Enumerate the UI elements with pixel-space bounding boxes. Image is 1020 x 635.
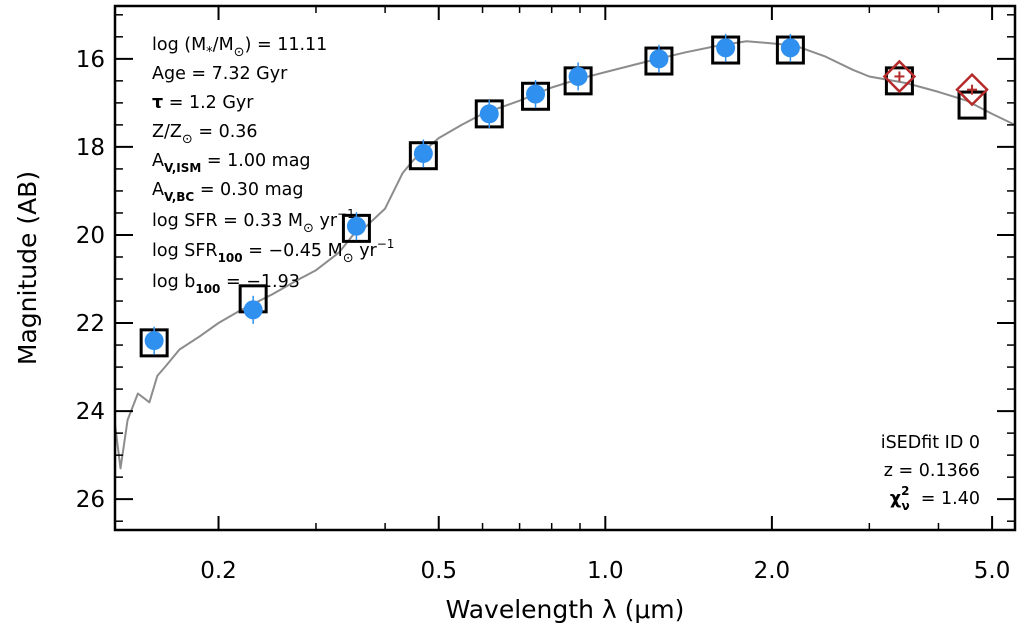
metallicity-annotation: Z/Z⊙ = 0.36 bbox=[152, 122, 258, 147]
observed-photometry-point bbox=[780, 38, 800, 58]
wise-photometry-diamond bbox=[955, 72, 989, 107]
y-axis-label: Magnitude (AB) bbox=[13, 171, 42, 365]
x-tick-label: 0.5 bbox=[420, 558, 457, 584]
fit-parameters: log (M*/M⊙) = 11.11 Age = 7.32 Gyr τ = 1… bbox=[152, 35, 394, 296]
y-tick-label: 16 bbox=[76, 47, 105, 73]
av-ism-annotation: AV,ISM = 1.00 mag bbox=[152, 151, 311, 175]
y-tick-label: 20 bbox=[76, 223, 105, 249]
x-axis-label: Wavelength λ (μm) bbox=[446, 595, 685, 624]
y-tick-label: 24 bbox=[76, 399, 105, 425]
x-tick-label: 2.0 bbox=[754, 558, 791, 584]
observed-photometry-point bbox=[243, 300, 263, 320]
photometry-points bbox=[139, 33, 989, 358]
av-bc-annotation: AV,BC = 0.30 mag bbox=[152, 180, 303, 204]
stellar-mass-annotation: log (M*/M⊙) = 11.11 bbox=[152, 35, 327, 60]
plot-frame bbox=[113, 4, 1017, 532]
observed-photometry-point bbox=[479, 104, 499, 124]
fit-info: iSEDfit ID 0 z = 0.1366 χ2 ν = 1.40 bbox=[881, 433, 980, 513]
sfr-annotation: log SFR = 0.33 M⊙ yr−1 bbox=[152, 207, 355, 236]
redshift-label: z = 0.1366 bbox=[884, 461, 980, 481]
y-tick-label: 26 bbox=[76, 487, 105, 513]
tau-annotation: τ = 1.2 Gyr bbox=[152, 93, 254, 113]
fit-id-label: iSEDfit ID 0 bbox=[881, 433, 980, 453]
observed-photometry-point bbox=[413, 144, 433, 164]
observed-photometry-point bbox=[568, 66, 588, 86]
axis-ticks: 0.2 0.5 1.0 2.0 5.0 16 18 20 22 24 26 bbox=[76, 6, 1015, 584]
sfr100-annotation: log SFR100 = −0.45 M⊙ yr−1 bbox=[152, 237, 394, 266]
observed-photometry-point bbox=[526, 84, 546, 104]
observed-photometry-point bbox=[346, 216, 366, 236]
model-photometry-square bbox=[884, 66, 914, 96]
x-tick-label: 5.0 bbox=[974, 558, 1011, 584]
observed-photometry-point bbox=[649, 49, 669, 69]
observed-photometry-point bbox=[144, 331, 164, 351]
best-fit-sed-line bbox=[114, 40, 1016, 470]
wise-photometry-diamond bbox=[882, 59, 917, 94]
b100-annotation: log b100 = −1.93 bbox=[152, 272, 300, 296]
age-annotation: Age = 7.32 Gyr bbox=[152, 64, 288, 84]
chi-squared-label: χ2 ν = 1.40 bbox=[890, 484, 980, 513]
sed-model-line bbox=[114, 40, 1016, 470]
y-tick-label: 18 bbox=[76, 135, 105, 161]
x-tick-label: 0.2 bbox=[200, 558, 237, 584]
y-tick-label: 22 bbox=[76, 311, 105, 337]
x-tick-label: 1.0 bbox=[587, 558, 624, 584]
observed-photometry-point bbox=[716, 38, 736, 58]
